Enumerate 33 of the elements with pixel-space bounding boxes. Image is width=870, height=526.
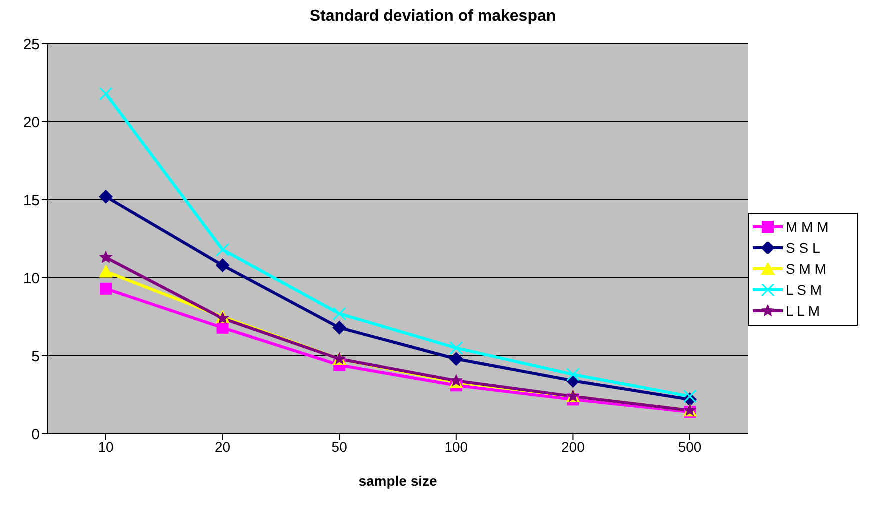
y-tick-label: 20 [23,114,40,132]
y-tick-label: 15 [23,192,40,210]
x-axis-title: sample size [358,473,438,489]
legend-label: M M M [786,219,829,235]
point [683,390,697,404]
legend-label: L S M [786,282,822,298]
point [332,320,347,335]
point [449,352,464,366]
y-tick-label: 0 [32,426,40,444]
point [216,322,229,334]
y-tick-label: 25 [23,36,40,54]
point [99,190,113,204]
x-tick-label: 50 [332,438,348,455]
point [216,243,230,257]
legend-label: L L M [786,303,820,319]
x-tick-label: 100 [444,438,468,455]
chart-title: Standard deviation of makespan [308,8,558,27]
point [100,282,112,295]
point [450,341,464,355]
x-tick-label: 10 [98,438,114,455]
x-tick-label: 500 [678,438,702,455]
x-tick-label: 200 [562,438,586,455]
y-tick-label: 10 [23,270,40,288]
point [566,368,580,382]
legend-label: S S L [786,240,820,256]
legend-label: S M M [786,261,826,277]
x-tick-label: 20 [215,438,231,455]
point [99,264,113,278]
point [332,307,346,321]
point [216,258,230,273]
y-tick-label: 5 [32,348,40,366]
point [99,250,113,264]
point [99,87,113,101]
